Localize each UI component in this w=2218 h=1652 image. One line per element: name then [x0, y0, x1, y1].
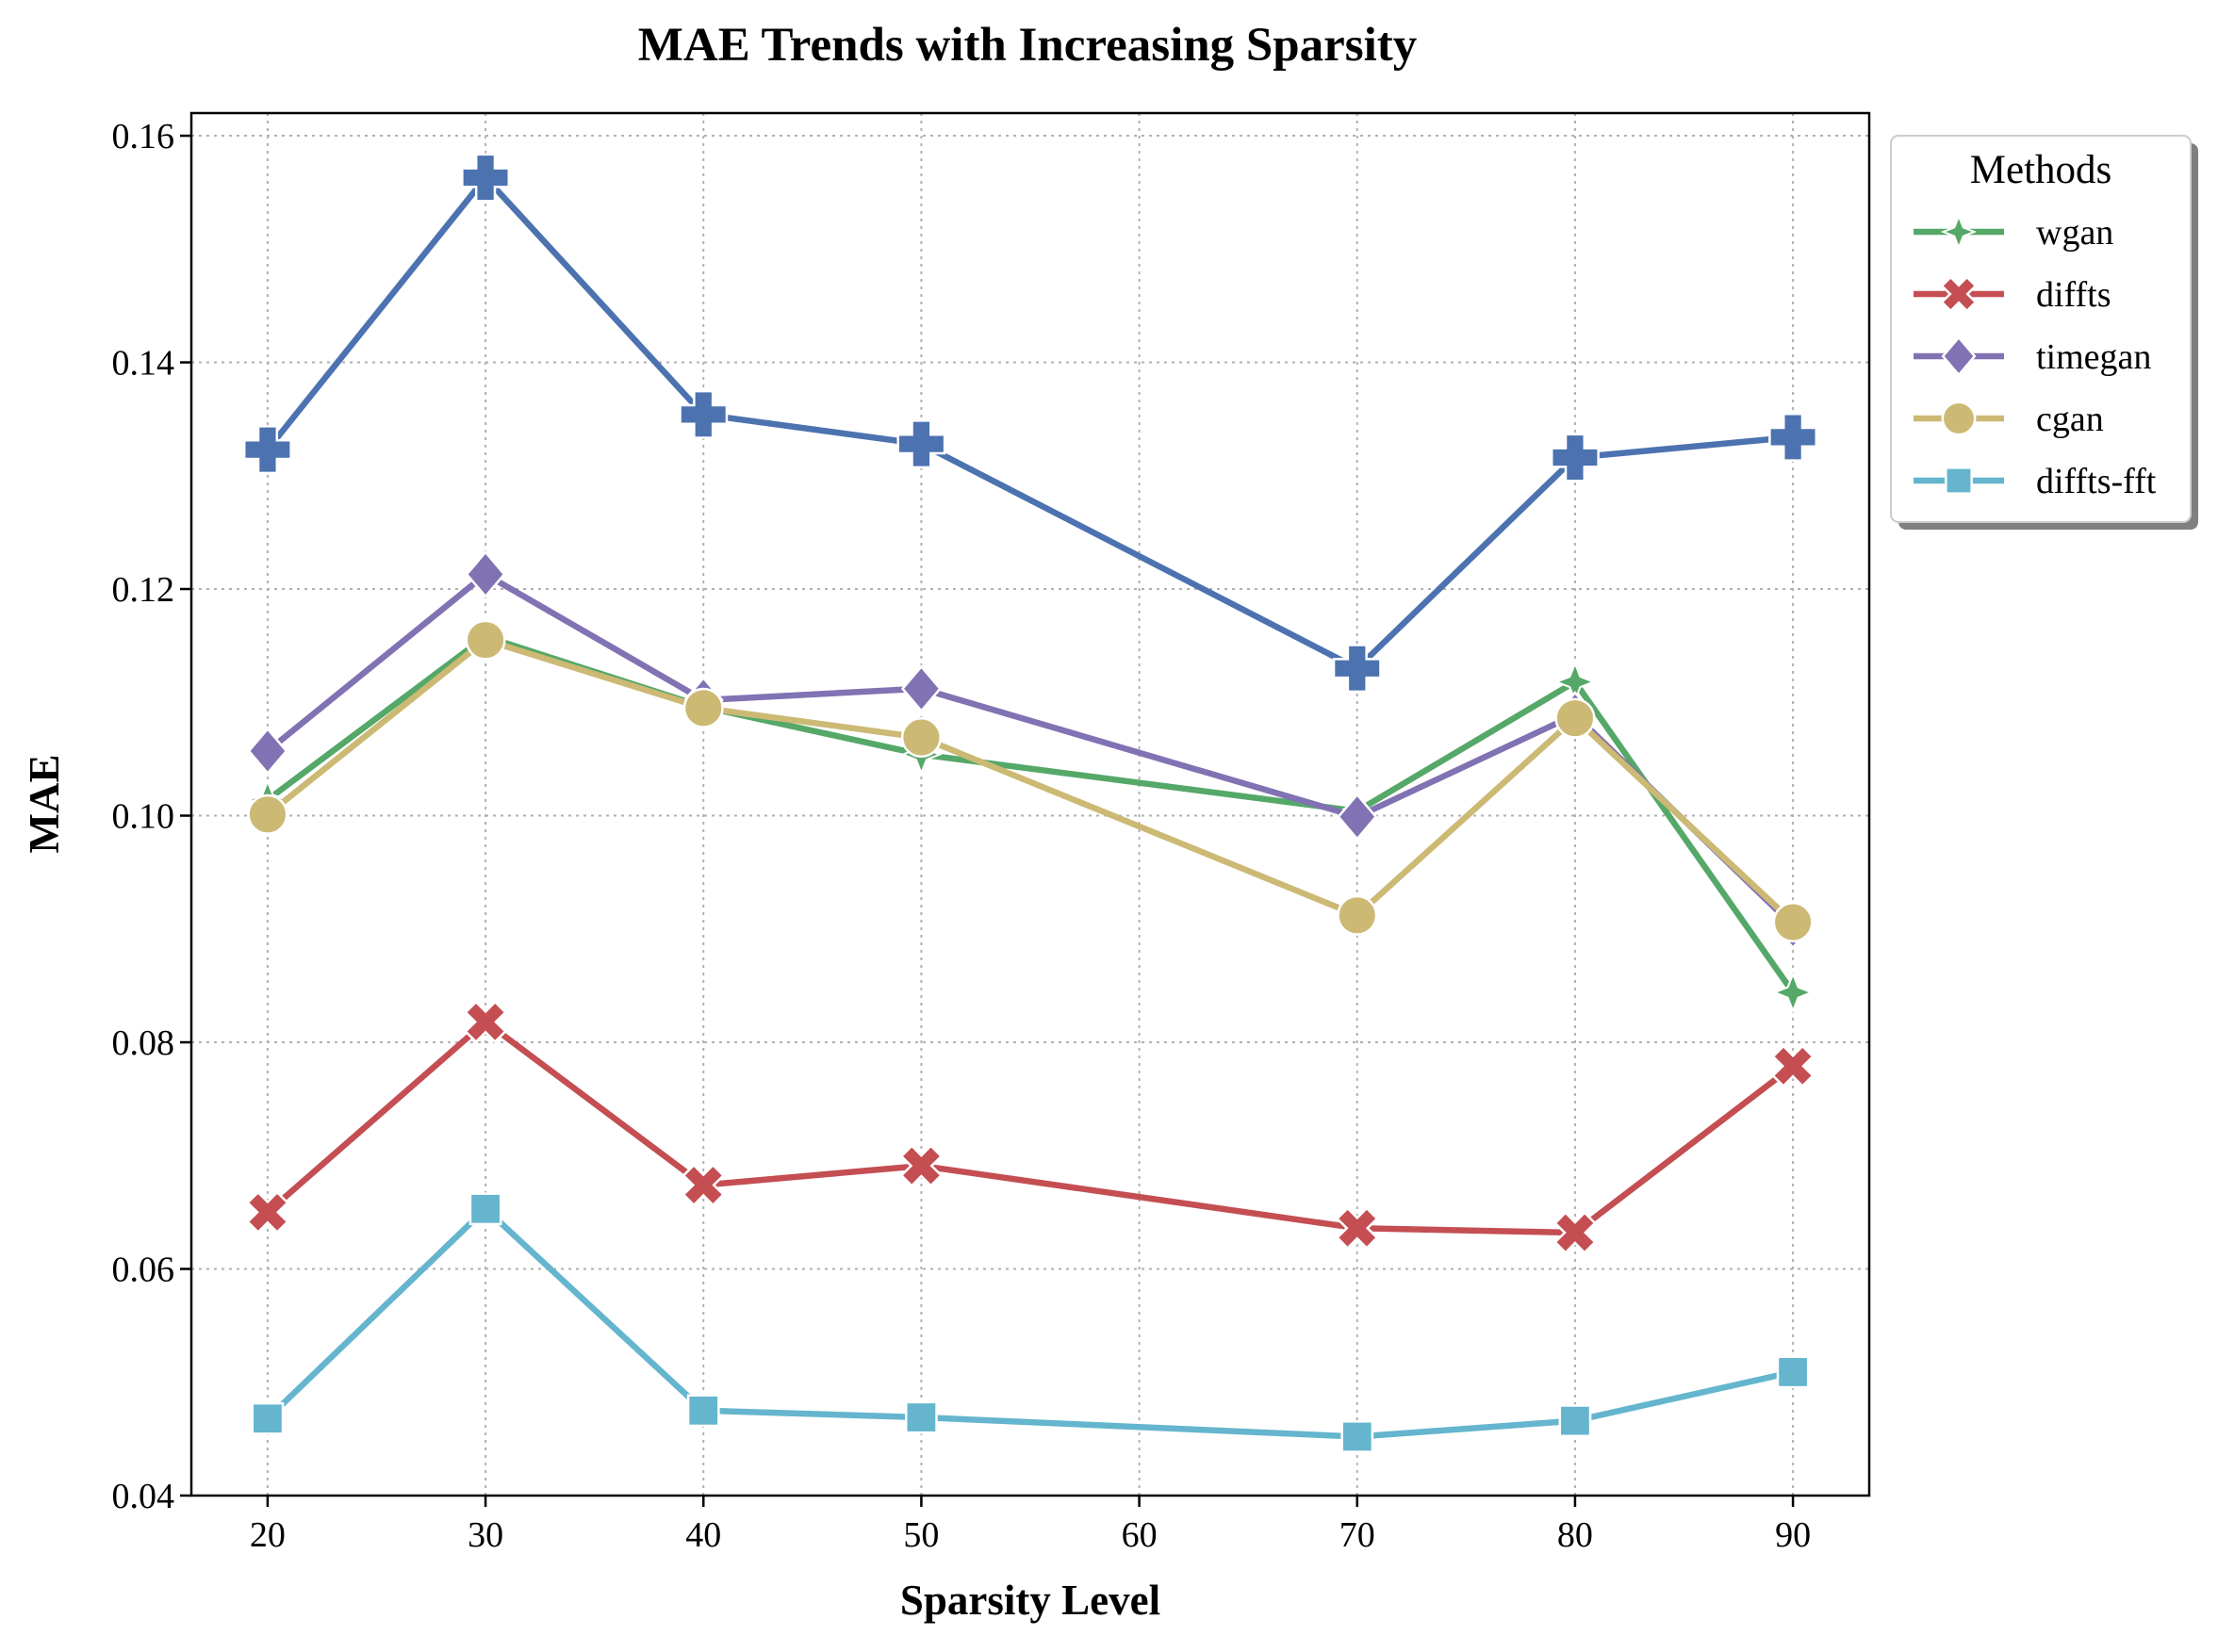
legend-label: diffts — [2036, 275, 2111, 315]
data-point — [1776, 1355, 1810, 1389]
data-point — [465, 619, 506, 661]
legend-item: timegan — [1914, 335, 2151, 377]
data-point — [1550, 433, 1600, 483]
chart-title: MAE Trends with Increasing Sparsity — [638, 19, 1418, 72]
x-tick-label: 80 — [1557, 1515, 1593, 1555]
x-tick-label: 60 — [1122, 1515, 1158, 1555]
data-point — [682, 1163, 726, 1207]
legend-label: wgan — [2036, 213, 2113, 253]
data-point — [682, 687, 724, 728]
x-tick-label: 50 — [903, 1515, 939, 1555]
data-point — [468, 1192, 502, 1226]
data-point — [465, 550, 506, 598]
data-point — [896, 419, 946, 469]
data-point — [1772, 902, 1814, 943]
y-tick-label: 0.04 — [112, 1477, 175, 1516]
data-point — [1554, 697, 1596, 739]
y-tick-label: 0.16 — [112, 117, 175, 156]
x-tick-label: 90 — [1775, 1515, 1811, 1555]
y-axis: 0.04 0.06 0.08 0.10 0.12 0.14 0.16 — [112, 117, 191, 1516]
series-cgan — [247, 619, 1814, 943]
legend-label: timegan — [2036, 337, 2151, 377]
x-tick-label: 40 — [685, 1515, 721, 1555]
legend-item: diffts — [1914, 275, 2111, 315]
legend-item: wgan — [1914, 213, 2113, 253]
y-tick-label: 0.06 — [112, 1251, 175, 1290]
data-point — [1337, 793, 1378, 842]
data-point — [1940, 275, 1978, 313]
data-point — [686, 1394, 720, 1428]
y-tick-label: 0.12 — [112, 570, 175, 610]
data-point — [1941, 335, 1977, 377]
data-point — [461, 153, 511, 203]
data-point — [905, 1400, 938, 1434]
data-point — [1558, 1404, 1592, 1438]
series-line — [264, 633, 1797, 996]
series-unlabeled — [242, 153, 1818, 694]
data-point — [1771, 1044, 1815, 1088]
legend-title: Methods — [1970, 148, 2112, 192]
data-point — [679, 389, 729, 439]
data-point — [251, 1401, 285, 1435]
series-timegan — [247, 550, 1814, 950]
data-point — [246, 1190, 289, 1235]
data-point — [1337, 894, 1378, 936]
data-point — [1941, 401, 1977, 436]
data-point — [1945, 466, 1973, 495]
x-axis-label: Sparsity Level — [900, 1577, 1160, 1624]
data-point — [1332, 644, 1382, 694]
data-point — [1335, 1206, 1379, 1251]
series-wgan — [246, 615, 1815, 1014]
y-tick-label: 0.08 — [112, 1023, 175, 1063]
data-point — [1340, 1420, 1374, 1453]
series-diffts-fft — [251, 1192, 1810, 1453]
data-point — [899, 1144, 944, 1187]
data-point — [900, 664, 942, 713]
y-tick-label: 0.14 — [112, 344, 175, 384]
series-diffts — [246, 1000, 1815, 1254]
data-point — [242, 425, 292, 475]
plot-frame — [189, 111, 1871, 1497]
legend-label: cgan — [2036, 400, 2104, 439]
legend: Methods wgan diffts timegan cgan diffts-fft — [1890, 135, 2198, 530]
legend-item: diffts-fft — [1914, 462, 2157, 501]
grid-lines — [191, 113, 1869, 1497]
legend-items: wgan diffts timegan cgan diffts-fft — [1914, 213, 2157, 501]
data-point — [900, 717, 942, 759]
x-tick-label: 70 — [1339, 1515, 1375, 1555]
series-line — [264, 174, 1797, 672]
data-point — [1940, 213, 1978, 251]
data-point — [1771, 971, 1815, 1014]
x-axis: 20 30 40 50 60 70 80 90 — [250, 1496, 1811, 1555]
data-point — [247, 793, 288, 835]
x-tick-label: 30 — [468, 1515, 503, 1555]
data-point — [1768, 412, 1818, 462]
legend-label: diffts-fft — [2036, 462, 2157, 501]
y-axis-label: MAE — [21, 755, 68, 854]
data-point — [464, 1000, 507, 1044]
legend-item: cgan — [1914, 400, 2104, 439]
x-tick-label: 20 — [250, 1515, 286, 1555]
data-point — [1553, 1211, 1597, 1254]
y-tick-label: 0.10 — [112, 797, 175, 837]
series-layer — [242, 153, 1818, 1453]
data-point — [247, 727, 288, 776]
